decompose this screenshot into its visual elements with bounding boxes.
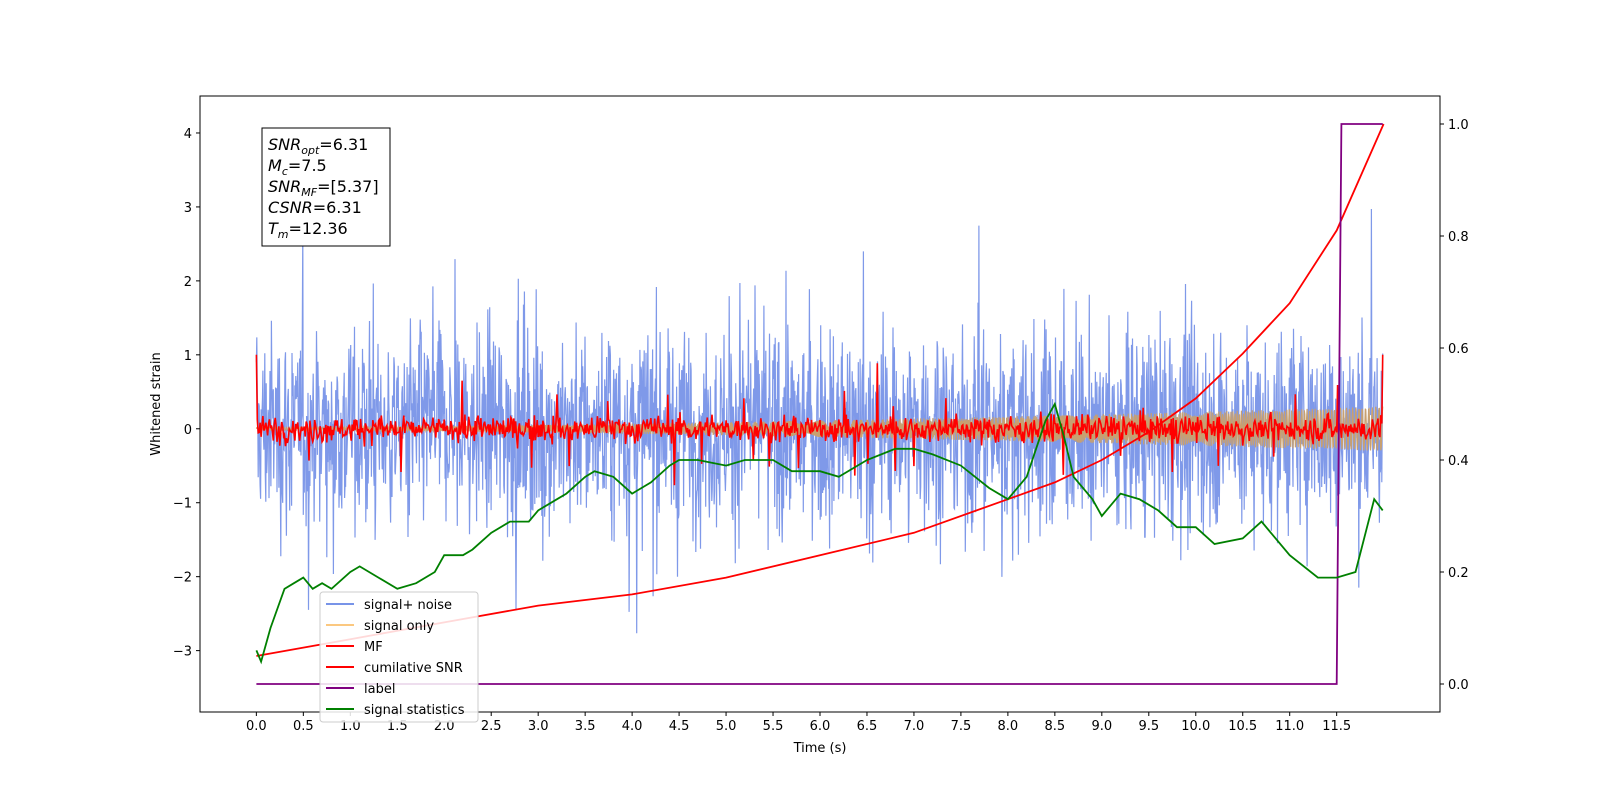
legend-label: label — [364, 682, 395, 697]
x-tick-label: 9.5 — [1138, 719, 1159, 734]
x-tick-label: 8.0 — [998, 719, 1019, 734]
y-tick-label: −2 — [173, 571, 192, 586]
y-tick-label: 4 — [184, 127, 192, 142]
x-tick-label: 3.5 — [575, 719, 596, 734]
legend-label: signal+ noise — [364, 598, 452, 613]
series-layer — [255, 123, 1385, 685]
y-tick-label: 1 — [184, 349, 192, 364]
info-line: SNRopt=6.31 — [268, 135, 368, 157]
ticks-layer: 0.0 0.5 1.0 1.5 2.0 2.5 3.0 3.5 4.0 4.5 5.0 5.5 6.0 6… — [173, 118, 1469, 734]
x-tick-label: 1.0 — [340, 719, 361, 734]
x-tick-label: 10.0 — [1181, 719, 1210, 734]
x-tick-label: 4.5 — [669, 719, 690, 734]
x-tick-label: 2.0 — [434, 719, 455, 734]
info-line: SNRMF=[5.37] — [268, 177, 379, 199]
y-right-tick-label: 1.0 — [1448, 118, 1469, 133]
x-tick-label: 4.0 — [622, 719, 643, 734]
x-tick-label: 10.5 — [1228, 719, 1257, 734]
x-tick-label: 2.5 — [481, 719, 502, 734]
x-tick-label: 11.5 — [1322, 719, 1351, 734]
y-tick-label: 2 — [184, 275, 192, 290]
info-line: Mc=7.5 — [268, 156, 327, 178]
x-axis-label: Time (s) — [793, 741, 847, 756]
x-tick-label: 7.5 — [951, 719, 972, 734]
legend-label: signal statistics — [364, 703, 465, 718]
y-right-tick-label: 0.6 — [1448, 342, 1469, 357]
y-right-tick-label: 0.2 — [1448, 566, 1469, 581]
y-tick-label: 0 — [184, 423, 192, 438]
x-tick-label: 6.0 — [810, 719, 831, 734]
legend-label: cumilative SNR — [364, 661, 463, 676]
info-box-frame — [261, 127, 391, 247]
x-tick-label: 0.0 — [246, 719, 267, 734]
x-tick-label: 11.0 — [1275, 719, 1304, 734]
series-label-line — [256, 123, 1383, 685]
series-signal-statistics-line — [255, 401, 1384, 665]
info-line: CSNR=6.31 — [268, 198, 362, 217]
y-tick-label: −3 — [173, 645, 192, 660]
y-tick-label: 3 — [184, 201, 192, 216]
legend-frame — [319, 591, 479, 723]
legend-label: MF — [364, 640, 383, 655]
info-line: Tm=12.36 — [268, 219, 348, 241]
legend: signal+ noise signal only MF cumilative SNR… — [319, 591, 479, 723]
x-tick-label: 0.5 — [293, 719, 314, 734]
legend-label: signal only — [364, 619, 434, 634]
x-tick-label: 5.0 — [716, 719, 737, 734]
series-mf-line — [255, 354, 1384, 486]
x-tick-label: 5.5 — [763, 719, 784, 734]
y-axis-label: Whitened strain — [149, 352, 164, 455]
x-tick-label: 1.5 — [387, 719, 408, 734]
x-tick-label: 8.5 — [1045, 719, 1066, 734]
y-tick-label: −1 — [173, 497, 192, 512]
y-right-tick-label: 0.8 — [1448, 230, 1469, 245]
y-right-tick-label: 0.4 — [1448, 454, 1469, 469]
x-tick-label: 7.0 — [904, 719, 925, 734]
y-right-tick-label: 0.0 — [1448, 678, 1469, 693]
x-tick-label: 9.0 — [1091, 719, 1112, 734]
x-tick-label: 6.5 — [857, 719, 878, 734]
x-tick-label: 3.0 — [528, 719, 549, 734]
